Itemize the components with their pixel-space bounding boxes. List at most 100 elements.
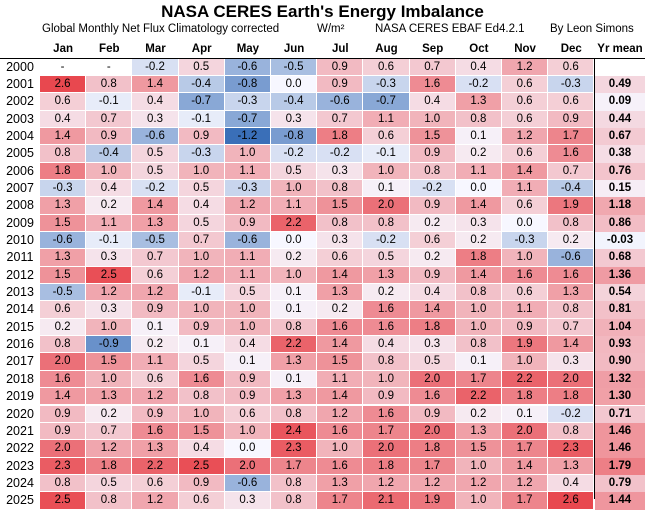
year-mean-cell: 0.44 <box>595 110 645 128</box>
value-cell: 2.2 <box>455 388 502 406</box>
year-mean-cell: 0.79 <box>595 474 645 493</box>
value-cell: 1.2 <box>132 284 179 302</box>
value-cell: 1.1 <box>363 110 410 128</box>
value-cell: 0.4 <box>86 179 133 198</box>
value-cell: 0.3 <box>271 110 318 128</box>
value-cell: 0.6 <box>363 58 410 76</box>
value-cell: -0.7 <box>224 110 271 128</box>
value-cell: 0.9 <box>132 301 179 319</box>
year-mean-cell: 1.46 <box>595 422 645 441</box>
value-cell: 1.8 <box>409 318 456 337</box>
row-year-label: 2021 <box>6 423 34 438</box>
column-header-nov: Nov <box>514 43 536 55</box>
value-cell: 0.8 <box>271 474 318 493</box>
value-cell: 0.6 <box>502 110 549 128</box>
year-mean-cell: 0.76 <box>595 162 645 180</box>
value-cell: 1.1 <box>224 162 271 180</box>
value-cell: 2.3 <box>548 440 595 458</box>
column-header-jun: Jun <box>283 43 305 55</box>
row-year-label: 2004 <box>6 128 34 143</box>
value-cell: 2.5 <box>86 266 133 285</box>
value-cell: 1.4 <box>317 388 364 406</box>
value-cell: 1.4 <box>502 457 549 475</box>
value-cell: 1.2 <box>502 474 549 493</box>
value-cell: -0.8 <box>271 127 318 146</box>
value-cell: 0.9 <box>178 127 225 146</box>
value-cell: 2.2 <box>271 336 318 354</box>
value-cell: 0.5 <box>86 474 133 493</box>
value-cell: 1.7 <box>548 127 595 146</box>
value-cell: 1.8 <box>86 457 133 475</box>
value-cell: 0.7 <box>409 58 456 76</box>
value-cell: 0.4 <box>363 336 410 354</box>
row-year-label: 2023 <box>6 458 34 473</box>
value-cell: 1.8 <box>409 440 456 458</box>
year-mean-cell: -0.03 <box>595 232 645 250</box>
value-cell: 0.8 <box>86 492 133 510</box>
row-year-label: 2007 <box>6 180 34 195</box>
value-cell: 0.6 <box>548 93 595 111</box>
header-divider <box>0 58 645 59</box>
value-cell: 2.0 <box>409 422 456 441</box>
value-cell: 1.4 <box>132 75 179 94</box>
value-cell: 0.1 <box>455 353 502 371</box>
value-cell: 0.0 <box>502 214 549 232</box>
value-cell: 0.3 <box>132 110 179 128</box>
value-cell: 1.4 <box>502 162 549 180</box>
value-cell: 0.2 <box>363 284 410 302</box>
column-header-sep: Sep <box>422 43 444 55</box>
year-mean-cell: 1.30 <box>595 388 645 406</box>
value-cell: 1.1 <box>271 197 318 215</box>
value-cell: 1.0 <box>224 422 271 441</box>
value-cell: -0.6 <box>224 58 271 76</box>
value-cell: 0.0 <box>455 179 502 198</box>
row-year-label: 2025 <box>6 493 34 508</box>
value-cell: 0.9 <box>409 145 456 163</box>
year-mean-cell: 0.09 <box>595 93 645 111</box>
value-cell: 1.0 <box>271 179 318 198</box>
year-mean-cell: 1.36 <box>595 266 645 285</box>
value-cell: - <box>40 58 87 76</box>
value-cell: 1.0 <box>455 318 502 337</box>
value-cell: -0.4 <box>178 75 225 94</box>
year-mean-cell: 0.54 <box>595 284 645 302</box>
value-cell: 1.5 <box>317 197 364 215</box>
value-cell: 1.5 <box>317 353 364 371</box>
value-cell: 0.6 <box>40 93 87 111</box>
value-cell: 1.6 <box>132 422 179 441</box>
year-mean-cell: 1.79 <box>595 457 645 475</box>
value-cell: 0.1 <box>455 127 502 146</box>
value-cell: 0.3 <box>224 492 271 510</box>
row-year-label: 2014 <box>6 302 34 317</box>
value-cell: 0.5 <box>178 179 225 198</box>
value-cell: -0.9 <box>86 336 133 354</box>
value-cell: 0.2 <box>40 318 87 337</box>
value-cell: 0.5 <box>132 162 179 180</box>
value-cell: 0.4 <box>548 474 595 493</box>
value-cell: 1.2 <box>502 127 549 146</box>
value-cell: 0.2 <box>548 232 595 250</box>
value-cell: 1.0 <box>271 266 318 285</box>
value-cell: 1.0 <box>455 457 502 475</box>
value-cell: 1.6 <box>317 318 364 337</box>
value-cell: 0.3 <box>409 336 456 354</box>
value-cell: 1.1 <box>317 370 364 389</box>
value-cell: 2.0 <box>409 370 456 389</box>
value-cell: 0.8 <box>409 162 456 180</box>
year-mean-cell: 0.90 <box>595 353 645 371</box>
value-cell: 0.5 <box>363 249 410 267</box>
value-cell: 1.0 <box>224 301 271 319</box>
value-cell: -0.6 <box>317 93 364 111</box>
value-cell: 0.7 <box>548 162 595 180</box>
value-cell: 2.0 <box>40 440 87 458</box>
value-cell: 1.2 <box>86 284 133 302</box>
row-year-label: 2009 <box>6 215 34 230</box>
value-cell: 1.7 <box>409 457 456 475</box>
value-cell: 2.3 <box>271 440 318 458</box>
value-cell: 0.9 <box>409 405 456 423</box>
value-cell: 0.1 <box>271 301 318 319</box>
value-cell: -0.4 <box>271 93 318 111</box>
year-mean-cell <box>595 58 645 76</box>
value-cell: 0.3 <box>317 162 364 180</box>
row-year-label: 2016 <box>6 337 34 352</box>
